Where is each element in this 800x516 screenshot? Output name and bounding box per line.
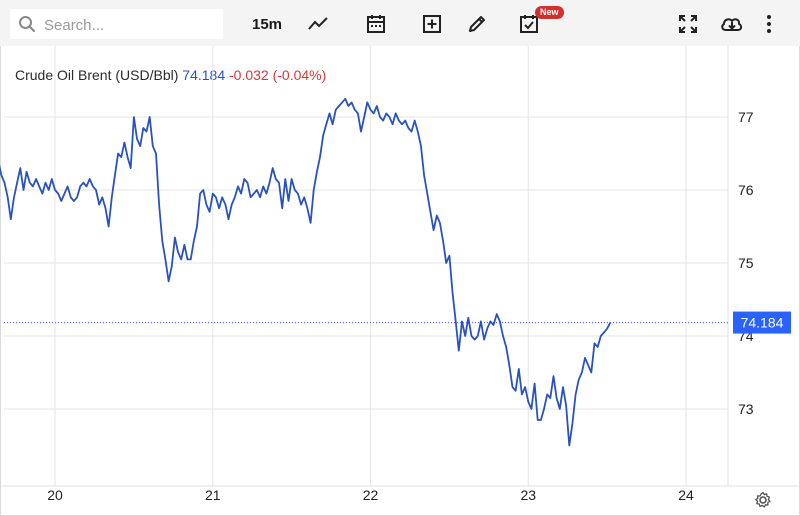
chart-legend: Crude Oil Brent (USD/Bbl) 74.184 -0.032 … [15,67,326,83]
search-box[interactable] [10,9,223,39]
new-badge: New [535,6,564,19]
settings-gear-icon[interactable] [754,491,772,509]
fullscreen-icon [679,15,697,33]
more-button[interactable] [760,9,778,39]
search-icon [19,16,36,33]
legend-price: 74.184 [182,67,226,83]
last-price-label: 74.184 [741,315,784,331]
chart-toolbar: 15m New [0,0,800,46]
fullscreen-button[interactable] [674,9,702,39]
interval-selector[interactable]: 15m [251,15,283,33]
x-tick-label: 23 [520,487,536,503]
calendar-icon [367,15,385,33]
y-tick-label: 77 [738,109,754,125]
download-button[interactable] [718,9,746,39]
chart-line-icon [308,17,328,30]
last-price-label-bg [733,311,791,334]
draw-button[interactable] [463,9,491,39]
events-button[interactable] [515,9,543,39]
legend-change: -0.032 (-0.04%) [229,67,327,83]
more-vertical-icon [767,15,771,33]
draw-pencil-icon [469,16,485,32]
y-tick-label: 76 [738,182,754,198]
instrument-name: Crude Oil Brent (USD/Bbl) [15,67,179,83]
download-icon [721,18,743,31]
y-tick-label: 73 [738,401,754,417]
add-indicator-button[interactable] [418,9,446,39]
search-input[interactable] [42,14,216,36]
calendar-button[interactable] [362,9,390,39]
x-tick-label: 24 [678,487,694,503]
calendar-check-icon [520,15,538,33]
chart-type-button[interactable] [304,9,332,39]
y-tick-label: 75 [738,255,754,271]
x-tick-label: 22 [363,487,379,503]
add-indicator-icon [423,15,441,33]
price-series-line [0,97,612,447]
x-tick-label: 20 [47,487,63,503]
x-tick-label: 21 [205,487,221,503]
